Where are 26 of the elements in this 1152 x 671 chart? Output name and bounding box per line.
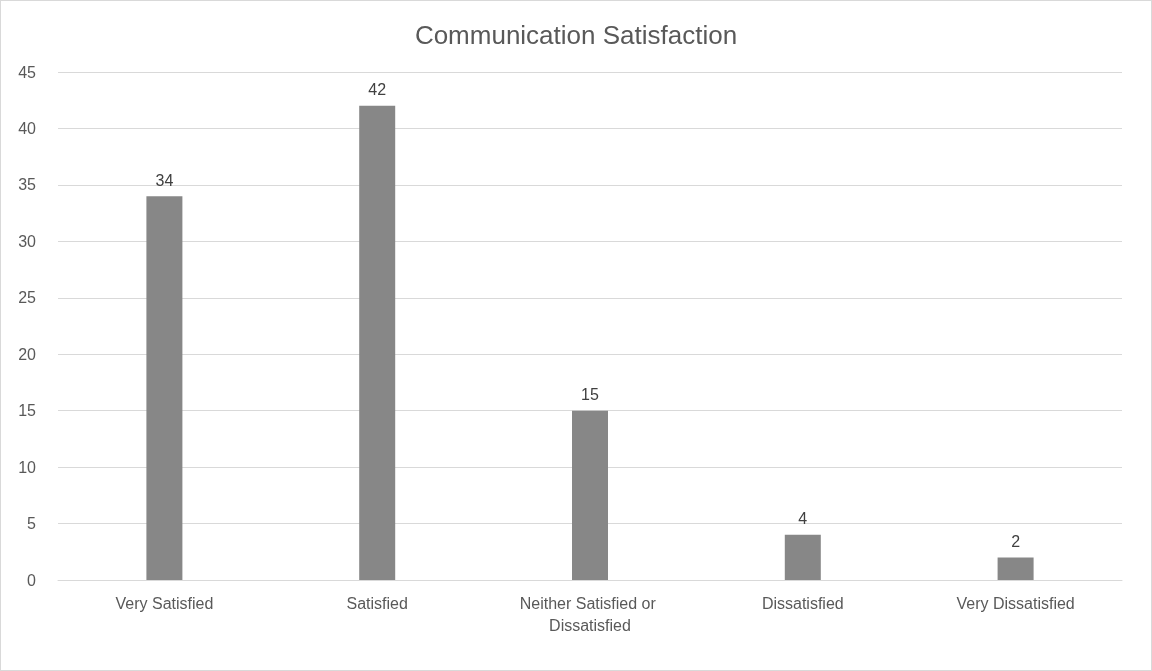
- data-label: 42: [368, 81, 387, 99]
- x-tick-label: Very Dissatisfied: [956, 594, 1075, 612]
- bar: [784, 534, 821, 580]
- x-tick-label: Satisfied: [346, 594, 408, 612]
- bar: [359, 105, 396, 580]
- y-tick-label: 35: [18, 176, 37, 194]
- chart-title: Communication Satisfaction: [414, 20, 738, 50]
- y-tick-label: 15: [18, 402, 37, 420]
- y-tick-label: 20: [18, 345, 37, 363]
- x-tick-label: Very Satisfied: [115, 594, 214, 612]
- data-label: 34: [155, 171, 174, 189]
- y-tick-label: 10: [18, 458, 37, 476]
- bar: [572, 410, 608, 580]
- y-tick-label: 0: [27, 571, 37, 589]
- y-tick-label: 25: [18, 289, 37, 307]
- x-tick-label: Dissatisfied: [761, 594, 844, 612]
- bar: [146, 196, 183, 580]
- data-label: 15: [581, 386, 599, 404]
- data-label: 2: [1011, 532, 1021, 550]
- y-tick-label: 30: [18, 232, 37, 250]
- x-tick-label: Neither Satisfied or Dissatisfied: [519, 594, 661, 634]
- y-tick-label: 45: [18, 63, 37, 81]
- y-tick-label: 5: [27, 515, 37, 533]
- data-label: 4: [798, 510, 808, 528]
- bar: [997, 557, 1034, 580]
- y-tick-label: 40: [18, 119, 37, 137]
